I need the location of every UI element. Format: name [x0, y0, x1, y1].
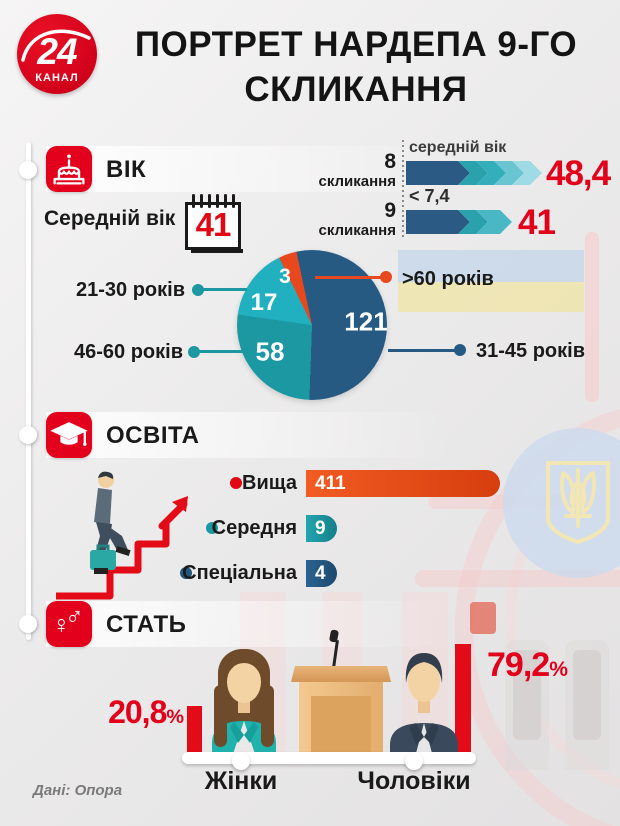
female-percentage: 20,8%: [108, 694, 184, 730]
education-bar-special: 4: [306, 560, 337, 587]
pie-value-46-60: 58: [255, 336, 285, 367]
convocation-8-bar: [406, 161, 566, 185]
trident-emblem-icon: [546, 461, 610, 545]
podium-panel: [311, 696, 371, 756]
timeline-line: [26, 142, 31, 640]
convocation-9-number: 9: [384, 199, 396, 222]
flag-blue-stripe: [398, 250, 584, 282]
flag-pole: [585, 232, 599, 402]
convocation-8-number: 8: [384, 150, 396, 173]
education-dot-special: [180, 567, 192, 579]
convocation-9-word: скликання: [318, 222, 396, 239]
graduation-cap-icon: [50, 422, 88, 446]
education-dot-secondary: [206, 522, 218, 534]
pie-label-31-45: 31-45 років: [476, 340, 586, 362]
convocation-8-word: скликання: [318, 173, 396, 190]
baseline-dot-male: [405, 752, 423, 770]
age-pie-chart: 121 58 17 3: [237, 250, 388, 400]
age-section-title: ВІК: [106, 156, 147, 183]
page-title: ПОРТРЕТ НАРДЕПА 9-ГО СКЛИКАННЯ: [100, 22, 612, 112]
pie-value-31-45: 121: [344, 306, 388, 337]
pie-leader-46-60: [195, 350, 250, 353]
education-header-strip: [46, 412, 556, 458]
pie-leader-21-30: [199, 288, 247, 291]
age-section-icon: [46, 146, 92, 192]
female-label: Жінки: [204, 767, 278, 795]
education-dot-higher: [230, 477, 242, 489]
podium-top: [291, 666, 391, 682]
gender-header-strip: [46, 601, 556, 647]
timeline-dot-education: [19, 426, 37, 444]
timeline-dot-gender: [19, 615, 37, 633]
male-percentage: 79,2%: [487, 646, 568, 684]
birthday-cake-icon: [53, 154, 85, 185]
building-window: [505, 640, 549, 770]
education-bar-higher: 411: [306, 470, 500, 497]
woman-figure: [212, 649, 276, 757]
calendar-icon: 41: [185, 194, 241, 250]
pie-dot-46-60: [188, 346, 200, 358]
convocation-9-bar: [406, 210, 536, 234]
education-label-secondary: Середня: [211, 517, 297, 539]
average-age-value: 41: [195, 206, 232, 243]
channel-24-logo: 24 КАНАЛ: [17, 14, 97, 94]
female-bar: [187, 706, 202, 756]
logo-swoosh-icon: [21, 29, 91, 62]
pie-dot-31-45: [454, 344, 466, 356]
convocation-9-value: 41: [518, 203, 556, 242]
male-bar: [455, 644, 471, 756]
pie-label-60plus: >60 років: [402, 268, 494, 290]
comparison-annotation: середній вік: [409, 139, 507, 156]
convocation-8-value: 48,4: [546, 154, 611, 193]
flag-yellow-stripe: [398, 282, 584, 312]
education-section-title: ОСВІТА: [106, 422, 200, 449]
pie-leader-31-45: [388, 349, 458, 352]
gender-baseline: [182, 752, 476, 764]
average-age-label: Середній вік: [44, 207, 176, 230]
pie-label-46-60: 46-60 років: [73, 341, 183, 363]
pie-value-60plus: 3: [279, 265, 291, 288]
timeline-dot-age: [19, 161, 37, 179]
pie-dot-60plus: [380, 271, 392, 283]
baseline-dot-female: [232, 752, 250, 770]
female-symbol-icon: ♀: [52, 611, 71, 639]
logo-channel-label: КАНАЛ: [35, 72, 79, 84]
gender-section-icon: ♀ ♂: [46, 601, 92, 647]
education-label-higher: Вища: [242, 472, 297, 494]
pie-label-21-30: 21-30 років: [75, 279, 185, 301]
pie-leader-60plus: [315, 276, 385, 279]
comparison-axis-line: [402, 140, 404, 238]
page-title-line2: СКЛИКАННЯ: [244, 70, 468, 109]
education-section-icon: [46, 412, 92, 458]
calendar-shadow: [191, 249, 243, 253]
pie-dot-21-30: [192, 284, 204, 296]
education-bar-secondary: 9: [306, 515, 337, 542]
data-source: Дані: Опора: [33, 782, 123, 799]
male-symbol-icon: ♂: [65, 602, 84, 630]
pie-value-21-30: 17: [250, 289, 278, 316]
man-figure: [390, 653, 458, 757]
comparison-diff-annotation: < 7,4: [409, 186, 450, 206]
education-label-special: Спеціальна: [182, 562, 297, 584]
podium-body: [299, 682, 383, 756]
male-label: Чоловіки: [357, 767, 471, 795]
building-window: [565, 640, 609, 770]
career-stairs-illustration: [56, 471, 188, 600]
logo-number: 24: [37, 31, 77, 72]
page-title-line1: ПОРТРЕТ НАРДЕПА 9-ГО: [134, 25, 578, 64]
gender-section-title: СТАТЬ: [106, 611, 187, 638]
businessman-figure: [90, 471, 131, 574]
